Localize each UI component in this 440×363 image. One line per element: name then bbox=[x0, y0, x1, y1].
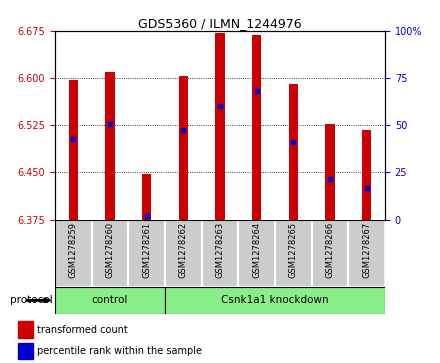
Bar bbox=[326, 124, 334, 220]
Bar bbox=[202, 220, 238, 287]
Bar bbox=[165, 287, 385, 314]
Bar bbox=[275, 220, 312, 287]
Bar bbox=[238, 220, 275, 287]
Bar bbox=[128, 220, 165, 287]
Bar bbox=[18, 343, 33, 359]
Text: Csnk1a1 knockdown: Csnk1a1 knockdown bbox=[221, 295, 329, 305]
Title: GDS5360 / ILMN_1244976: GDS5360 / ILMN_1244976 bbox=[138, 17, 302, 30]
Bar bbox=[165, 220, 202, 287]
Bar bbox=[179, 76, 188, 220]
Bar bbox=[252, 34, 261, 220]
Bar bbox=[142, 174, 151, 220]
Text: GSM1278265: GSM1278265 bbox=[289, 222, 298, 278]
Bar bbox=[289, 84, 298, 220]
Bar bbox=[18, 321, 33, 338]
Bar bbox=[55, 220, 92, 287]
Text: GSM1278263: GSM1278263 bbox=[216, 222, 224, 278]
Bar bbox=[69, 80, 78, 220]
Text: GSM1278264: GSM1278264 bbox=[252, 222, 261, 278]
Text: GSM1278267: GSM1278267 bbox=[362, 222, 371, 278]
Bar bbox=[216, 33, 224, 220]
Bar bbox=[92, 220, 128, 287]
Text: GSM1278266: GSM1278266 bbox=[326, 222, 334, 278]
Text: transformed count: transformed count bbox=[37, 325, 128, 335]
Bar bbox=[55, 287, 165, 314]
Text: percentile rank within the sample: percentile rank within the sample bbox=[37, 346, 202, 356]
Text: GSM1278259: GSM1278259 bbox=[69, 222, 78, 278]
Bar bbox=[362, 130, 371, 220]
Text: GSM1278260: GSM1278260 bbox=[106, 222, 114, 278]
Bar bbox=[106, 72, 114, 220]
Text: GSM1278262: GSM1278262 bbox=[179, 222, 188, 278]
Text: control: control bbox=[92, 295, 128, 305]
Bar bbox=[348, 220, 385, 287]
Bar bbox=[312, 220, 348, 287]
Text: GSM1278261: GSM1278261 bbox=[142, 222, 151, 278]
Text: protocol: protocol bbox=[10, 295, 53, 305]
